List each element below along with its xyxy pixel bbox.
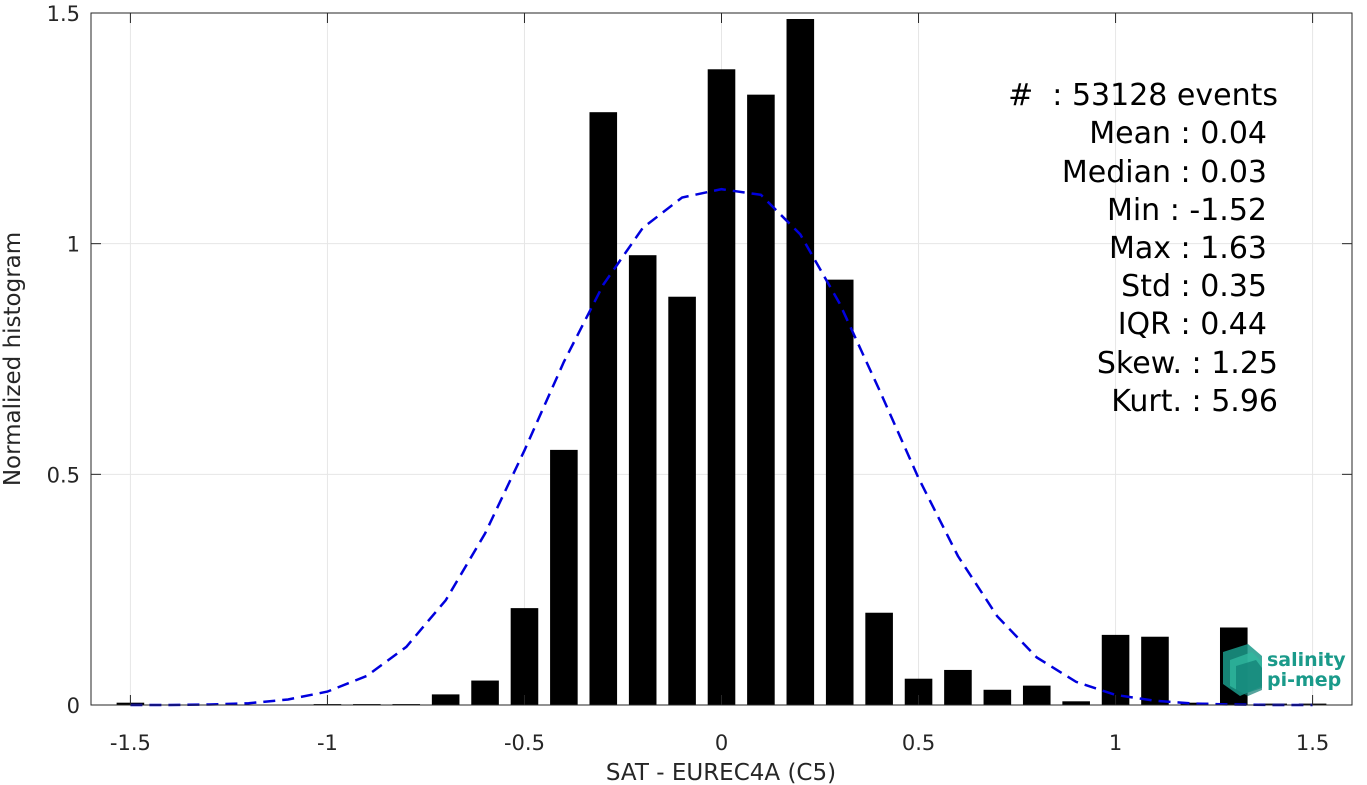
- stat-events: # : 53128 events: [1008, 78, 1278, 113]
- histogram-bars: [116, 18, 1327, 706]
- histogram-bar: [1022, 685, 1051, 705]
- y-tick-label: 0.5: [47, 463, 80, 487]
- histogram-bar: [471, 680, 499, 705]
- x-tick-label: 0: [715, 731, 728, 755]
- histogram-bar: [983, 689, 1012, 705]
- logo-mark-icon: [1223, 644, 1262, 696]
- histogram-bar: [1141, 636, 1169, 705]
- x-tick-label: -0.5: [504, 731, 545, 755]
- histogram-bar: [1180, 702, 1209, 705]
- salinity-pi-mep-logo: salinity pi-mep: [1223, 644, 1346, 696]
- stat-std: Std : 0.35: [1121, 269, 1267, 304]
- fit-curve-line: [130, 187, 1313, 707]
- histogram-bar: [628, 255, 657, 705]
- histogram-bar: [668, 296, 696, 705]
- y-tick-label: 1.5: [47, 2, 80, 26]
- histogram-bar: [431, 694, 460, 705]
- x-tick-label: 1.5: [1296, 731, 1329, 755]
- histogram-bar: [1101, 634, 1130, 705]
- histogram-bar: [786, 18, 815, 706]
- x-tick-label: -1.5: [110, 731, 151, 755]
- stat-skew: Skew. : 1.25: [1097, 346, 1278, 381]
- stat-max: Max : 1.63: [1109, 231, 1267, 266]
- y-tick-label: 1: [67, 233, 80, 257]
- y-axis-ticks: 0 0.5 1 1.5: [47, 2, 1352, 718]
- stat-median: Median : 0.03: [1062, 155, 1267, 190]
- stat-iqr: IQR : 0.44: [1118, 307, 1267, 342]
- x-tick-label: 1: [1109, 731, 1122, 755]
- logo-text-salinity: salinity: [1267, 649, 1346, 671]
- histogram-bar: [747, 94, 775, 705]
- stat-mean: Mean : 0.04: [1089, 116, 1267, 151]
- histogram-bar: [825, 279, 854, 705]
- x-tick-label: 0.5: [902, 731, 935, 755]
- gaussian-fit: [130, 187, 1313, 707]
- histogram-bar: [589, 112, 618, 706]
- histogram-bar: [1062, 701, 1090, 705]
- stats-box: # : 53128 events Mean : 0.04 Median : 0.…: [1008, 78, 1278, 419]
- y-axis-label: Normalized histogram: [0, 232, 26, 486]
- x-axis-label: SAT - EUREC4A (C5): [606, 760, 836, 785]
- histogram-bar: [510, 608, 539, 705]
- histogram-bar: [707, 69, 736, 706]
- y-tick-label: 0: [67, 694, 80, 718]
- logo-text-pi-mep: pi-mep: [1267, 669, 1341, 691]
- stat-kurt: Kurt. : 5.96: [1111, 384, 1278, 419]
- x-axis-ticks: -1.5 -1 -0.5 0 0.5 1 1.5: [110, 13, 1329, 755]
- histogram-bar: [550, 449, 578, 705]
- x-tick-label: -1: [317, 731, 338, 755]
- stat-min: Min : -1.52: [1107, 193, 1267, 228]
- histogram-bar: [865, 612, 893, 705]
- histogram-bar: [944, 669, 972, 705]
